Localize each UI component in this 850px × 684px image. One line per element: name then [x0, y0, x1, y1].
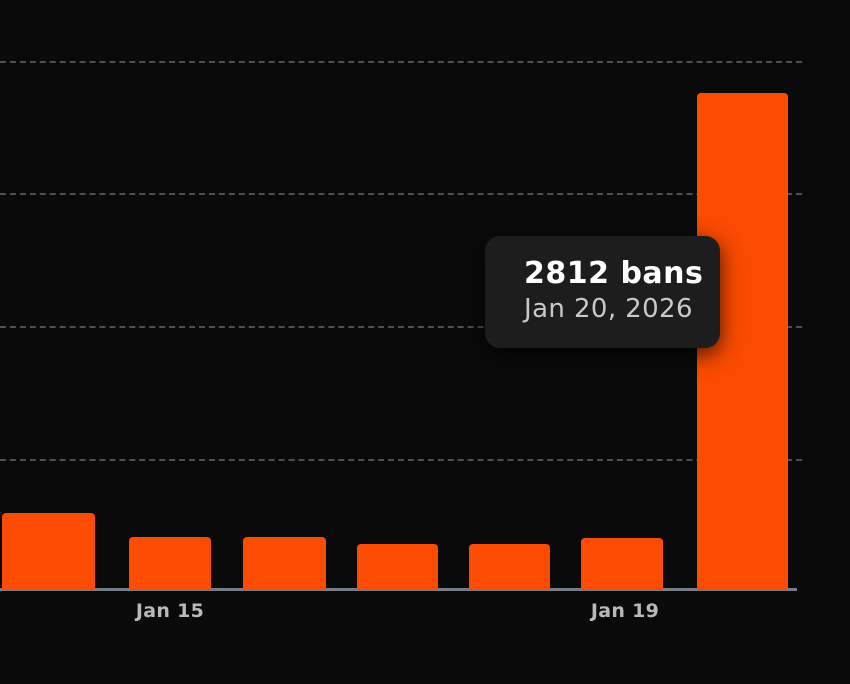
- gridline-3200: [0, 61, 802, 63]
- bars-layer: [2, 93, 788, 590]
- x-axis-labels: Jan 15 Jan 19: [0, 600, 850, 640]
- tooltip-value: 2812 bans: [524, 256, 704, 291]
- bar-jan-15[interactable]: [243, 537, 326, 590]
- bar-jan-18[interactable]: [581, 538, 663, 590]
- bar-jan-13[interactable]: [2, 513, 95, 590]
- x-tick-label-jan-19: Jan 19: [590, 600, 660, 622]
- x-tick-label-jan-15: Jan 15: [135, 600, 205, 622]
- gridline-1600: [0, 326, 802, 328]
- gridline-800: [0, 459, 802, 461]
- bar-jan-14[interactable]: [129, 537, 211, 590]
- gridline-2400: [0, 193, 802, 195]
- bar-jan-16[interactable]: [357, 544, 438, 590]
- bar-jan-17[interactable]: [469, 544, 550, 590]
- tooltip-date: Jan 20, 2026: [524, 294, 693, 325]
- chart-tooltip: 2812 bans Jan 20, 2026: [485, 236, 720, 348]
